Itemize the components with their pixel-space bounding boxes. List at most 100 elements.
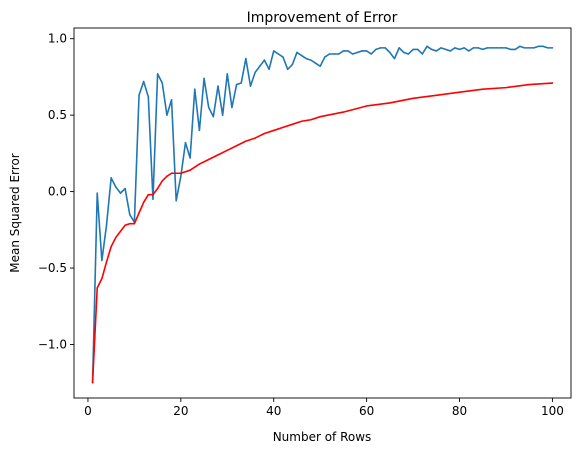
data-point <box>500 47 503 49</box>
data-point <box>175 200 177 202</box>
data-point <box>444 48 447 51</box>
data-point <box>263 132 266 135</box>
data-point <box>249 85 252 87</box>
data-point <box>296 51 298 54</box>
data-point <box>328 53 331 55</box>
y-axis: −1.0 −0.5 0.0 0.5 1.0 <box>38 32 74 351</box>
y-tick-label: 0.0 <box>48 185 67 199</box>
data-point <box>342 50 345 52</box>
data-point <box>166 114 168 116</box>
data-point <box>170 172 173 174</box>
series-layer <box>91 45 554 384</box>
data-point <box>189 157 191 159</box>
data-point <box>370 53 372 55</box>
data-point <box>152 193 154 196</box>
data-point <box>291 123 294 126</box>
data-point <box>138 94 140 96</box>
data-point <box>482 88 484 90</box>
data-point <box>161 180 163 182</box>
data-point <box>282 126 284 129</box>
data-point <box>105 224 108 226</box>
x-tick-label: 100 <box>541 404 564 418</box>
data-point <box>435 50 437 52</box>
data-point <box>240 82 242 84</box>
data-point <box>458 48 461 51</box>
data-point <box>147 193 150 196</box>
data-point <box>286 68 289 70</box>
data-point <box>105 261 108 263</box>
data-point <box>133 223 136 225</box>
data-point <box>537 45 540 48</box>
data-point <box>110 245 112 248</box>
data-point <box>417 48 419 51</box>
data-point <box>235 83 238 86</box>
data-point <box>361 50 363 52</box>
data-point <box>273 129 275 132</box>
x-axis: 0 20 40 60 80 100 <box>84 398 564 418</box>
data-point <box>482 48 484 51</box>
data-point <box>319 65 321 67</box>
data-point <box>449 50 451 52</box>
data-point <box>421 53 424 55</box>
data-point <box>333 53 335 55</box>
data-point <box>393 57 396 60</box>
data-point <box>407 53 410 55</box>
data-point <box>458 91 461 93</box>
data-point <box>412 97 414 100</box>
data-point <box>147 96 150 98</box>
data-point <box>365 105 368 107</box>
y-tick-label: −1.0 <box>38 337 67 351</box>
data-point <box>351 53 354 55</box>
data-point <box>226 73 228 75</box>
data-point <box>384 47 386 49</box>
data-point <box>551 82 554 84</box>
data-point <box>523 47 526 49</box>
data-point <box>310 119 312 121</box>
data-point <box>115 186 117 188</box>
data-point <box>198 129 201 132</box>
y-tick-label: 0.5 <box>48 108 67 122</box>
data-point <box>282 56 284 58</box>
data-point <box>426 45 428 48</box>
data-point <box>166 175 168 178</box>
data-point <box>375 48 377 51</box>
data-point <box>170 99 173 101</box>
data-point <box>440 47 442 49</box>
data-point <box>101 259 103 262</box>
data-point <box>430 48 433 51</box>
data-point <box>235 145 238 147</box>
data-point <box>356 51 359 54</box>
data-point <box>319 115 321 118</box>
data-point <box>495 47 498 49</box>
data-point <box>129 213 131 216</box>
data-point <box>277 53 280 55</box>
data-point <box>184 141 187 144</box>
data-point <box>194 88 196 90</box>
data-point <box>486 47 489 49</box>
plot-background <box>74 28 571 398</box>
data-point <box>463 47 465 49</box>
x-tick-label: 20 <box>173 404 188 418</box>
data-point <box>115 236 117 239</box>
data-point <box>528 83 530 86</box>
data-point <box>412 48 414 51</box>
data-point <box>435 94 437 96</box>
data-point <box>505 47 507 49</box>
series-line-1 <box>91 45 554 384</box>
data-point <box>119 192 122 194</box>
data-point <box>505 86 507 89</box>
data-point <box>208 158 210 161</box>
data-point <box>389 51 391 54</box>
data-point <box>254 71 256 74</box>
data-point <box>542 45 544 48</box>
chart-title: Improvement of Error <box>247 10 398 26</box>
data-point <box>468 50 470 52</box>
data-point <box>528 47 530 49</box>
data-point <box>454 47 456 49</box>
x-tick-label: 40 <box>266 404 281 418</box>
data-point <box>509 48 512 51</box>
data-point <box>231 106 233 109</box>
data-point <box>217 85 219 87</box>
